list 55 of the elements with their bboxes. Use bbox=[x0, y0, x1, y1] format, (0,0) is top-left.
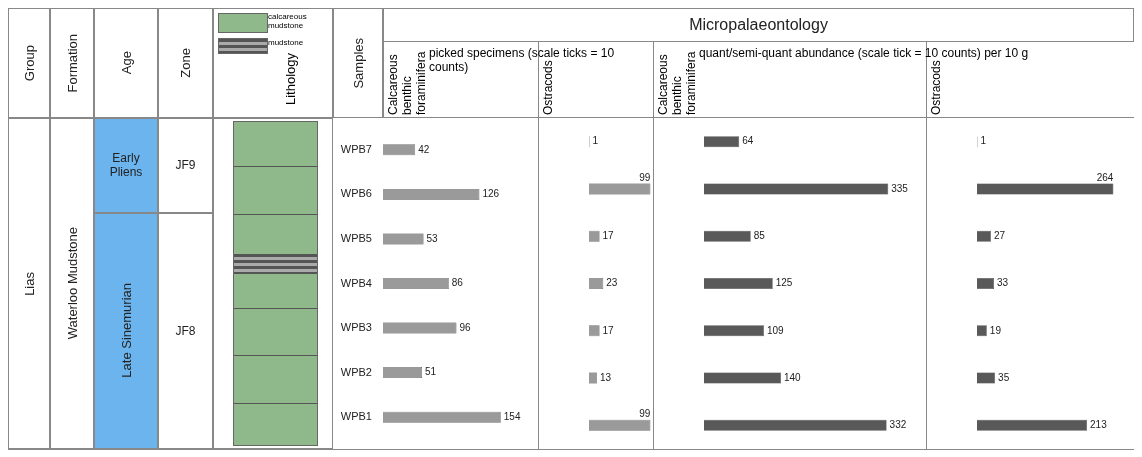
data-label: 96 bbox=[459, 321, 471, 333]
data-label: 126 bbox=[482, 188, 500, 200]
y-tick-label: WPB3 bbox=[340, 321, 372, 334]
data-label: 27 bbox=[993, 229, 1006, 241]
y-tick-label: WPB6 bbox=[340, 187, 372, 200]
data-label: 17 bbox=[602, 324, 615, 336]
text: Early Pliens bbox=[108, 151, 144, 180]
y-tick-label: WPB5 bbox=[340, 231, 372, 244]
text: mudstone bbox=[268, 38, 304, 47]
text: Lithology bbox=[283, 53, 298, 106]
data-label: 140 bbox=[784, 371, 802, 383]
text: Waterloo Mudstone bbox=[64, 227, 80, 340]
data-label: 99 bbox=[639, 408, 651, 420]
y-tick-label: WPB4 bbox=[340, 276, 372, 289]
data-label: 332 bbox=[889, 419, 907, 431]
data-label: 335 bbox=[891, 182, 909, 194]
data-label: 1 bbox=[980, 135, 987, 147]
text: Samples bbox=[350, 37, 366, 89]
data-label: 85 bbox=[753, 229, 766, 241]
chart-title: Calcareous benthic foraminifera bbox=[656, 50, 698, 115]
text: JF9 bbox=[175, 158, 196, 173]
data-label: 154 bbox=[503, 410, 521, 422]
y-tick-label: WPB7 bbox=[340, 142, 372, 155]
data-label: 125 bbox=[775, 277, 793, 289]
data-label: 23 bbox=[606, 277, 618, 289]
data-label: 99 bbox=[639, 171, 651, 183]
data-label: 213 bbox=[1090, 419, 1108, 431]
text: calcareous mudstone bbox=[268, 12, 308, 30]
y-tick-label: WPB2 bbox=[340, 365, 372, 378]
data-label: 64 bbox=[742, 135, 754, 147]
chart-subtitle: quant/semi-quant abundance (scale tick = 10 counts) per 10 g bbox=[699, 46, 1030, 60]
data-label: 17 bbox=[602, 229, 615, 241]
text: Zone bbox=[178, 48, 193, 78]
data-label: 86 bbox=[451, 277, 464, 289]
data-label: 35 bbox=[998, 371, 1010, 383]
data-label: 13 bbox=[600, 371, 612, 383]
text: Formation bbox=[64, 33, 80, 93]
data-label: 42 bbox=[418, 143, 430, 155]
data-label: 19 bbox=[989, 324, 1002, 336]
y-tick-label: WPB1 bbox=[340, 410, 372, 423]
chart-title: Ostracods bbox=[541, 60, 555, 115]
data-label: 1 bbox=[592, 135, 599, 147]
data-label: 264 bbox=[1096, 171, 1114, 183]
chart-title: Calcareous benthic foraminifera bbox=[386, 50, 428, 115]
text: Late Sinemurian bbox=[118, 283, 134, 379]
data-label: 33 bbox=[997, 277, 1009, 289]
chart-title: Ostracods bbox=[929, 60, 943, 115]
data-label: 51 bbox=[425, 366, 437, 378]
text: Age bbox=[118, 51, 134, 75]
text: Micropalaeontology bbox=[689, 16, 828, 34]
text: Lias bbox=[21, 271, 37, 296]
text: JF8 bbox=[175, 323, 196, 338]
data-label: 53 bbox=[426, 232, 439, 244]
data-label: 109 bbox=[766, 324, 785, 336]
text: Group bbox=[21, 44, 37, 82]
